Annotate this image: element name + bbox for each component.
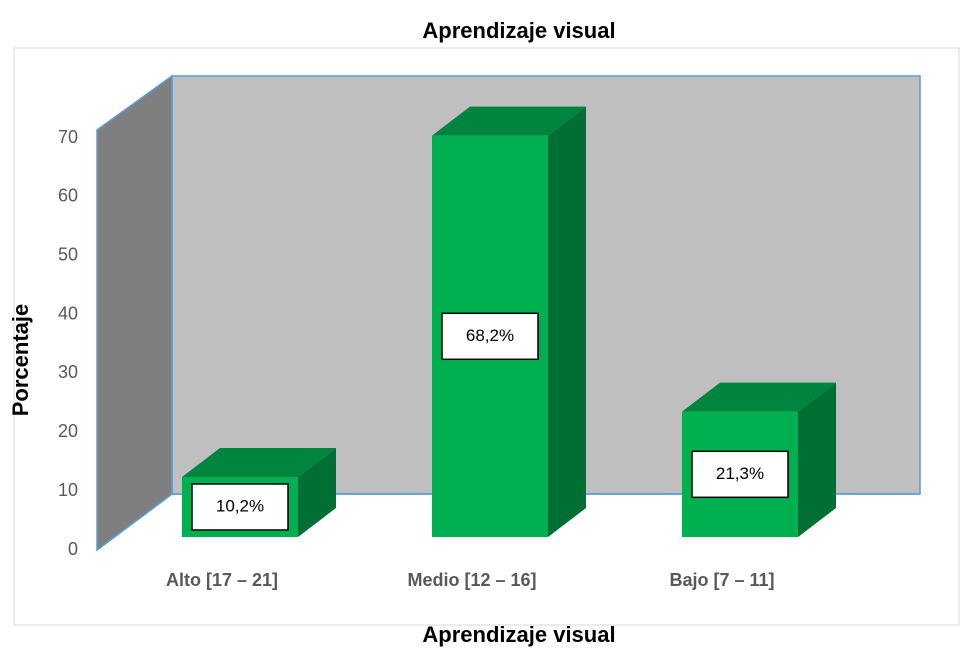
bar-side <box>548 106 586 537</box>
y-tick-label: 30 <box>58 362 78 382</box>
y-tick-label: 60 <box>58 186 78 206</box>
value-label-box <box>691 450 789 499</box>
y-tick-label: 20 <box>58 421 78 441</box>
y-tick-label: 70 <box>58 127 78 147</box>
bar-side <box>298 447 336 537</box>
value-label-box <box>191 483 289 531</box>
y-tick-label: 0 <box>68 539 78 559</box>
value-label-box <box>441 312 539 361</box>
floor <box>96 493 920 551</box>
y-tick-label: 10 <box>58 480 78 500</box>
side-wall <box>96 74 173 552</box>
y-tick-label: 40 <box>58 303 78 323</box>
x-tick-label: Bajo [7 – 11] <box>669 570 774 590</box>
value-label: 68,2% <box>466 326 514 345</box>
x-tick-label: Alto [17 – 21] <box>166 570 278 590</box>
y-axis-title: Porcentaje <box>8 304 33 417</box>
x-tick-label: Medio [12 – 16] <box>407 570 536 590</box>
x-axis-title: Aprendizaje visual <box>422 622 615 647</box>
bar-top <box>682 382 836 412</box>
chart-title: Aprendizaje visual <box>422 18 615 43</box>
value-label: 21,3% <box>716 464 764 483</box>
bar-top <box>432 106 586 136</box>
y-tick-label: 50 <box>58 244 78 264</box>
value-label: 10,2% <box>216 496 264 515</box>
bar-top <box>182 447 336 477</box>
bar-side <box>798 382 836 537</box>
